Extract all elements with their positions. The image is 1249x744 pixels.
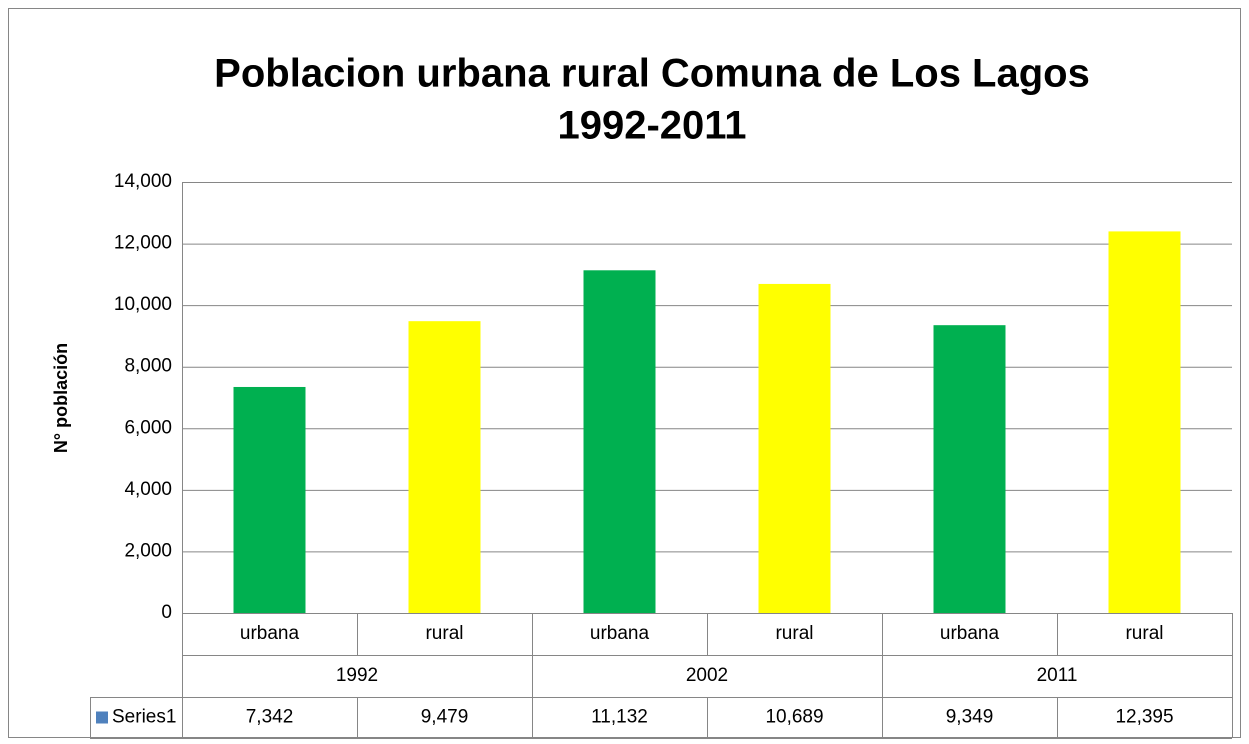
y-axis-label: N° población bbox=[51, 343, 71, 453]
y-tick-label: 12,000 bbox=[114, 233, 172, 254]
x-tick-label: rural bbox=[775, 623, 813, 644]
bar bbox=[233, 386, 306, 613]
x-tick-label: urbana bbox=[240, 623, 300, 644]
bar bbox=[408, 321, 481, 613]
bar bbox=[933, 325, 1006, 613]
data-table-value: 11,132 bbox=[591, 707, 648, 728]
bar bbox=[583, 270, 656, 613]
x-tick-label: urbana bbox=[590, 623, 650, 644]
x-tick-label: rural bbox=[425, 623, 463, 644]
data-table-value: 7,342 bbox=[246, 707, 294, 728]
bar bbox=[758, 283, 831, 613]
y-tick-label: 6,000 bbox=[124, 417, 172, 438]
y-tick-label: 2,000 bbox=[124, 540, 172, 561]
x-group-label: 1992 bbox=[336, 665, 378, 686]
chart-title: 1992-2011 bbox=[557, 104, 746, 148]
y-tick-label: 10,000 bbox=[114, 294, 172, 315]
data-table-value: 9,479 bbox=[421, 707, 469, 728]
y-tick-label: 14,000 bbox=[114, 171, 172, 192]
data-table-value: 9,349 bbox=[946, 707, 994, 728]
y-tick-label: 0 bbox=[161, 602, 172, 623]
x-tick-label: rural bbox=[1125, 623, 1163, 644]
x-group-label: 2011 bbox=[1037, 665, 1078, 686]
legend-label: Series1 bbox=[112, 707, 176, 728]
legend-swatch bbox=[96, 711, 108, 724]
y-tick-label: 8,000 bbox=[124, 356, 172, 377]
bar bbox=[1108, 231, 1181, 613]
x-tick-label: urbana bbox=[940, 623, 1000, 644]
y-tick-label: 4,000 bbox=[124, 479, 172, 500]
chart-title: Poblacion urbana rural Comuna de Los Lag… bbox=[214, 52, 1090, 96]
x-group-label: 2002 bbox=[686, 665, 728, 686]
data-table-value: 10,689 bbox=[765, 707, 823, 728]
data-table-value: 12,395 bbox=[1115, 707, 1173, 728]
